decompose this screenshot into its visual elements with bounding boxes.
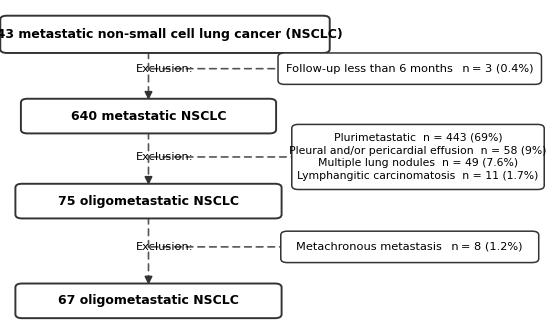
Text: Exclusion:: Exclusion: <box>136 242 194 252</box>
FancyBboxPatch shape <box>280 231 539 263</box>
Text: 640 metastatic NSCLC: 640 metastatic NSCLC <box>71 110 226 123</box>
FancyBboxPatch shape <box>278 53 541 84</box>
FancyBboxPatch shape <box>21 99 276 133</box>
Text: Plurimetastatic  n = 443 (69%): Plurimetastatic n = 443 (69%) <box>334 133 502 143</box>
Text: Lymphangitic carcinomatosis  n = 11 (1.7%): Lymphangitic carcinomatosis n = 11 (1.7%… <box>298 171 538 181</box>
Text: Metachronous metastasis   n = 8 (1.2%): Metachronous metastasis n = 8 (1.2%) <box>296 242 523 252</box>
Text: Pleural and/or pericardial effusion  n = 58 (9%): Pleural and/or pericardial effusion n = … <box>289 146 547 156</box>
Text: Exclusion:: Exclusion: <box>136 152 194 162</box>
Text: Multiple lung nodules  n = 49 (7.6%): Multiple lung nodules n = 49 (7.6%) <box>318 158 518 168</box>
Text: 643 metastatic non-small cell lung cancer (NSCLC): 643 metastatic non-small cell lung cance… <box>0 28 342 41</box>
Text: 75 oligometastatic NSCLC: 75 oligometastatic NSCLC <box>58 195 239 208</box>
Text: Exclusion:: Exclusion: <box>136 64 194 74</box>
FancyBboxPatch shape <box>292 125 544 190</box>
FancyBboxPatch shape <box>15 284 282 318</box>
Text: Follow-up less than 6 months   n = 3 (0.4%): Follow-up less than 6 months n = 3 (0.4%… <box>286 64 534 74</box>
FancyBboxPatch shape <box>15 184 282 218</box>
Text: 67 oligometastatic NSCLC: 67 oligometastatic NSCLC <box>58 294 239 307</box>
FancyBboxPatch shape <box>1 16 330 53</box>
